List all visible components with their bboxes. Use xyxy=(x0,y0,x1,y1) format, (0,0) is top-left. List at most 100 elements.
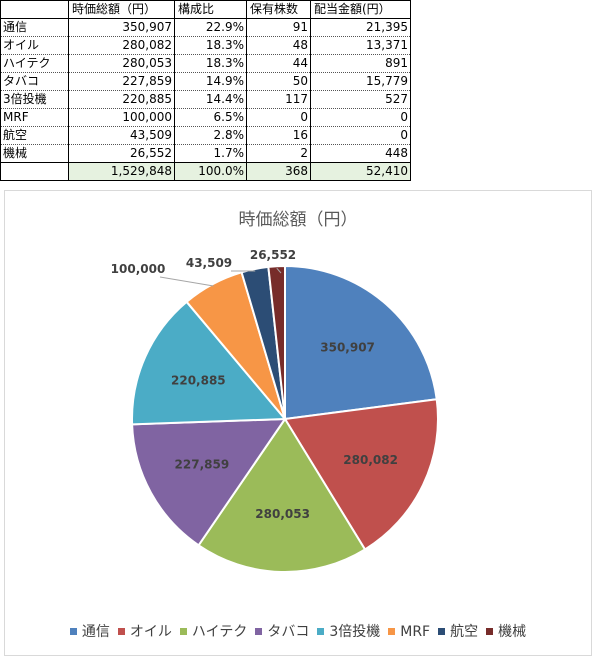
legend-item: オイル xyxy=(117,621,172,641)
cell-shares: 50 xyxy=(246,72,311,91)
cell-value: 280,053 xyxy=(68,54,175,73)
legend-item: ハイテク xyxy=(179,621,248,641)
legend-item: 3倍投機 xyxy=(317,621,380,641)
table-header-cell: 配当金額(円） xyxy=(310,0,411,19)
table-header-cell: 時価総額（円） xyxy=(68,0,175,19)
pie-slice-4 xyxy=(131,417,287,547)
cell-dividend: 21,395 xyxy=(310,18,411,37)
cell-value: 227,859 xyxy=(68,72,175,91)
legend-item: タバコ xyxy=(255,621,309,641)
data-label-8: 26,552 xyxy=(250,248,296,262)
cell-dividend: 0 xyxy=(310,126,411,145)
row-label: MRF xyxy=(0,108,69,127)
legend-item: MRF xyxy=(388,624,430,640)
data-label-2: 280,082 xyxy=(343,453,398,467)
cell-ratio: 14.9% xyxy=(174,72,247,91)
table-row: タバコ 227,859 14.9% 50 15,779 xyxy=(0,72,411,91)
legend-item: 機械 xyxy=(486,621,526,641)
table-header-cell xyxy=(0,0,69,19)
pie-slice-5 xyxy=(131,300,288,426)
total-shares: 368 xyxy=(246,162,311,181)
total-label xyxy=(0,162,69,181)
pie-slice-1 xyxy=(284,264,438,421)
legend-label: オイル xyxy=(129,624,172,640)
cell-shares: 48 xyxy=(246,36,311,55)
legend-swatch xyxy=(388,627,396,635)
leader-line-6 xyxy=(159,276,214,287)
legend-swatch xyxy=(255,627,263,635)
cell-ratio: 18.3% xyxy=(174,54,247,73)
cell-value: 26,552 xyxy=(68,144,175,163)
cell-value: 350,907 xyxy=(68,18,175,37)
legend-swatch xyxy=(117,627,125,635)
legend-label: 通信 xyxy=(81,624,110,640)
legend-swatch xyxy=(317,627,325,635)
table-row: 航空 43,509 2.8% 16 0 xyxy=(0,126,411,145)
table-row: 機械 26,552 1.7% 2 448 xyxy=(0,144,411,163)
table-row: 通信 350,907 22.9% 91 21,395 xyxy=(0,18,411,37)
legend-label: 3倍投機 xyxy=(329,624,381,640)
legend-swatch xyxy=(179,627,187,635)
table-row: ハイテク 280,053 18.3% 44 891 xyxy=(0,54,411,73)
cell-ratio: 22.9% xyxy=(174,18,247,37)
legend-item: 航空 xyxy=(438,621,478,641)
data-label-5: 220,885 xyxy=(171,373,226,387)
row-label: 通信 xyxy=(0,18,69,37)
cell-ratio: 6.5% xyxy=(174,108,247,127)
legend-label: 機械 xyxy=(498,624,527,640)
cell-dividend: 527 xyxy=(310,90,411,109)
data-label-3: 280,053 xyxy=(255,507,310,521)
row-label: 航空 xyxy=(0,126,69,145)
data-label-7: 43,509 xyxy=(186,256,232,270)
pie-slice-3 xyxy=(197,417,367,573)
chart-area: 350,907 280,082 280,053 227,859 220,885 100,0… xyxy=(4,190,592,656)
cell-value: 220,885 xyxy=(68,90,175,109)
cell-dividend: 448 xyxy=(310,144,411,163)
pie-slice-2 xyxy=(283,398,439,551)
table-header-row: 時価総額（円） 構成比 保有株数 配当金額(円） xyxy=(0,0,411,19)
data-label-1: 350,907 xyxy=(320,341,375,355)
cell-dividend: 13,371 xyxy=(310,36,411,55)
cell-ratio: 18.3% xyxy=(174,36,247,55)
cell-dividend: 891 xyxy=(310,54,411,73)
cell-shares: 16 xyxy=(246,126,311,145)
chart-legend: 通信 オイル ハイテク タバコ 3倍投機 MRF 航空 機械 xyxy=(5,621,591,641)
row-label: 3倍投機 xyxy=(0,90,69,109)
data-label-4: 227,859 xyxy=(175,458,230,472)
total-dividend: 52,410 xyxy=(310,162,411,181)
data-label-6: 100,000 xyxy=(111,262,166,276)
pie-chart: 350,907 280,082 280,053 227,859 220,885 100,0… xyxy=(111,248,439,573)
cell-dividend: 15,779 xyxy=(310,72,411,91)
table-row: オイル 280,082 18.3% 48 13,371 xyxy=(0,36,411,55)
cell-shares: 117 xyxy=(246,90,311,109)
row-label: タバコ xyxy=(0,72,69,91)
total-value: 1,529,848 xyxy=(68,162,175,181)
cell-dividend: 0 xyxy=(310,108,411,127)
legend-swatch xyxy=(69,627,77,635)
legend-swatch xyxy=(486,627,494,635)
cell-ratio: 14.4% xyxy=(174,90,247,109)
table-header-cell: 構成比 xyxy=(174,0,247,19)
cell-shares: 44 xyxy=(246,54,311,73)
cell-value: 43,509 xyxy=(68,126,175,145)
cell-value: 100,000 xyxy=(68,108,175,127)
total-row: 1,529,848 100.0% 368 52,410 xyxy=(0,162,411,181)
total-ratio: 100.0% xyxy=(174,162,247,181)
legend-label: MRF xyxy=(400,624,431,640)
cell-ratio: 1.7% xyxy=(174,144,247,163)
table-header-cell: 保有株数 xyxy=(246,0,311,19)
legend-label: タバコ xyxy=(267,624,310,640)
row-label: 機械 xyxy=(0,144,69,163)
cell-ratio: 2.8% xyxy=(174,126,247,145)
chart-title: 時価総額（円） xyxy=(238,210,358,230)
row-label: ハイテク xyxy=(0,54,69,73)
table-row: 3倍投機 220,885 14.4% 117 527 xyxy=(0,90,411,109)
table-row: MRF 100,000 6.5% 0 0 xyxy=(0,108,411,127)
legend-item: 通信 xyxy=(69,621,110,641)
leader-line-8 xyxy=(276,267,282,274)
data-table: 時価総額（円） 構成比 保有株数 配当金額(円） 通信 350,907 22.9% 91 21,… xyxy=(0,0,411,181)
cell-shares: 91 xyxy=(246,18,311,37)
cell-value: 280,082 xyxy=(68,36,175,55)
legend-label: ハイテク xyxy=(191,624,248,640)
legend-label: 航空 xyxy=(450,624,479,640)
